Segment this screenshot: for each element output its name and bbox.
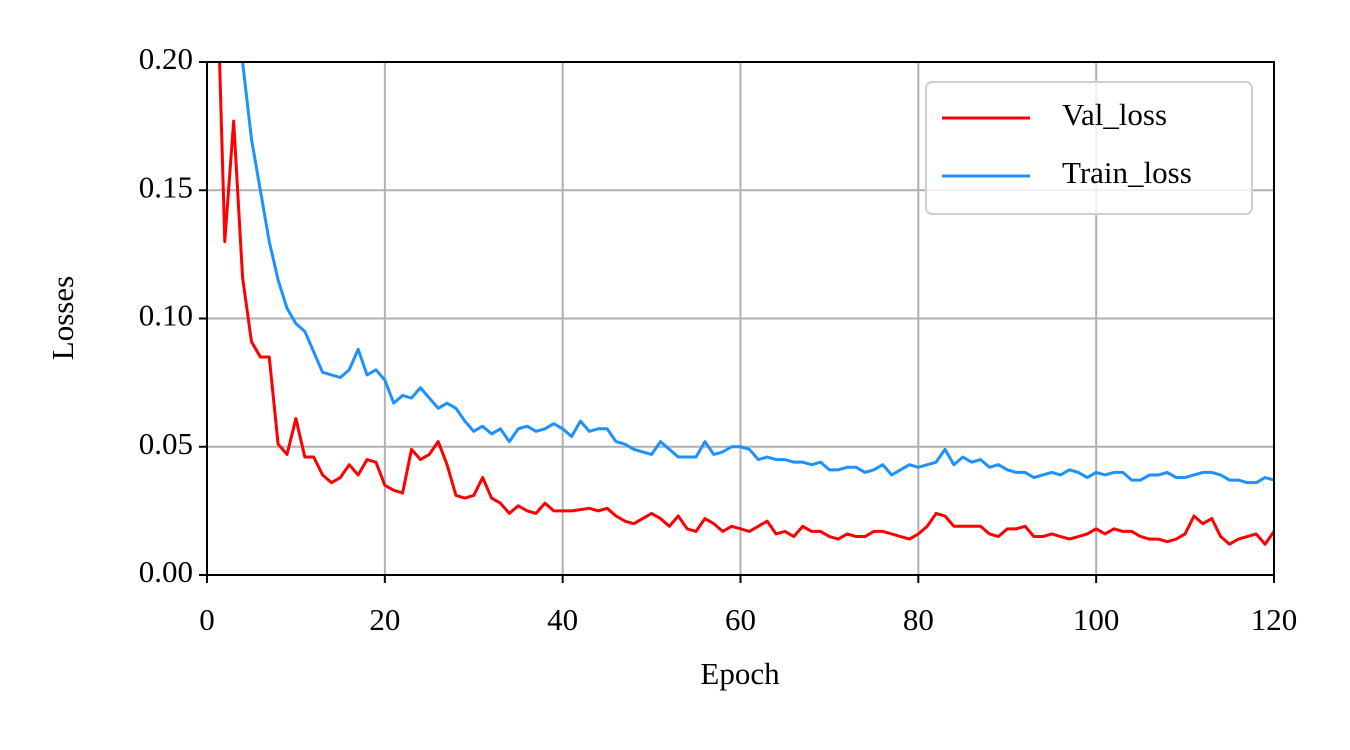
y-tick-label: 0.05: [139, 426, 193, 461]
legend-box: [925, 81, 1253, 215]
legend-label: Train_loss: [1062, 155, 1192, 190]
x-tick-label: 0: [199, 602, 215, 637]
x-tick-label: 20: [369, 602, 400, 637]
y-tick-label: 0.20: [139, 41, 193, 76]
y-tick-label: 0.15: [139, 169, 193, 204]
x-tick-label: 60: [725, 602, 756, 637]
y-axis-label: Losses: [45, 276, 80, 360]
y-tick-label: 0.00: [139, 554, 193, 589]
x-tick-label: 40: [547, 602, 578, 637]
x-axis-label: Epoch: [700, 656, 780, 691]
y-tick-label: 0.10: [139, 298, 193, 333]
x-tick-label: 100: [1073, 602, 1120, 637]
data-line: [218, 62, 1274, 546]
x-tick-label: 120: [1251, 602, 1298, 637]
x-tick-label: 80: [903, 602, 934, 637]
legend-label: Val_loss: [1062, 97, 1167, 132]
plot-frame: [206, 61, 1275, 576]
plot-lines: [218, 62, 1274, 546]
data-line: [241, 62, 1274, 485]
